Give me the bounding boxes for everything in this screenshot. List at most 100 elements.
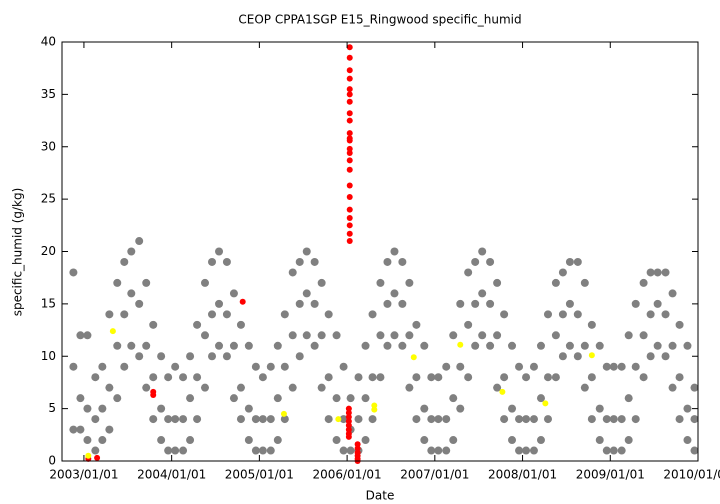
data-point [493,383,502,392]
data-point [646,268,655,277]
data-point [471,257,480,266]
y-tick-label: 10 [41,349,56,363]
data-point [332,331,341,340]
data-point [345,418,352,425]
data-point [558,352,567,361]
data-point [587,320,596,329]
y-tick-label: 15 [41,296,56,310]
data-point [346,54,353,61]
data-point [113,341,122,350]
data-point [493,331,502,340]
data-point [302,289,311,298]
data-point [222,257,231,266]
data-point [683,404,692,413]
data-point [324,415,333,424]
x-tick-label: 2007/01/01 [400,468,469,482]
data-point [624,394,633,403]
data-point [98,362,107,371]
data-point [346,230,353,237]
data-point [486,341,495,350]
data-point [346,110,353,117]
data-point [346,137,353,144]
data-point [508,341,517,350]
data-point [266,362,275,371]
data-point [346,214,353,221]
data-point [690,446,699,455]
data-point [398,341,407,350]
data-point [164,446,173,455]
x-tick-label: 2009/01/01 [576,468,645,482]
data-point [464,268,473,277]
data-point [345,422,352,429]
data-point [239,298,246,305]
data-point [675,320,684,329]
data-point [346,44,353,51]
data-point [76,425,85,434]
data-point [346,238,353,245]
data-point [595,341,604,350]
chart-title: CEOP CPPA1SGP E15_Ringwood specific_humi… [238,13,521,27]
y-tick-label: 30 [41,139,56,153]
data-point [324,310,333,319]
data-point [390,331,399,340]
data-point [499,388,506,395]
data-point [345,426,352,433]
data-point [244,404,253,413]
data-point [508,436,517,445]
data-point [302,247,311,256]
data-point [76,331,85,340]
data-point [508,404,517,413]
data-point [208,310,217,319]
data-point [624,436,633,445]
data-point [668,383,677,392]
data-point [449,394,458,403]
data-point [661,310,670,319]
data-point [179,446,188,455]
data-point [427,446,436,455]
data-point [587,415,596,424]
data-point [653,268,662,277]
data-point [558,268,567,277]
data-point [229,394,238,403]
data-point [500,415,509,424]
data-point [346,91,353,98]
data-point [515,446,524,455]
data-point [91,373,100,382]
y-tick-label: 0 [48,454,56,468]
x-tick-label: 2008/01/01 [488,468,557,482]
data-point [412,373,421,382]
data-point [500,373,509,382]
data-point [661,352,670,361]
data-point [346,182,353,189]
data-point [690,383,699,392]
data-point [661,268,670,277]
data-point [631,362,640,371]
data-point [449,436,458,445]
x-tick-label: 2003/01/01 [49,468,118,482]
data-point [273,436,282,445]
data-point [149,373,158,382]
data-point [354,415,363,424]
data-point [113,278,122,287]
data-point [280,310,289,319]
data-point [522,415,531,424]
data-point [229,341,238,350]
y-axis-label: specific_humid (g/kg) [11,188,25,317]
data-point [639,278,648,287]
data-point [332,436,341,445]
data-point [179,415,188,424]
y-tick-label: 40 [41,35,56,49]
data-point [346,117,353,124]
data-point [258,415,267,424]
data-point [302,331,311,340]
data-point [317,278,326,287]
data-point [339,446,348,455]
data-point [229,289,238,298]
x-tick-label: 2010/01/01 [663,468,720,482]
data-point [127,341,136,350]
data-point [405,278,414,287]
data-point [310,341,319,350]
data-point [85,452,92,459]
data-point [580,383,589,392]
data-point [602,415,611,424]
